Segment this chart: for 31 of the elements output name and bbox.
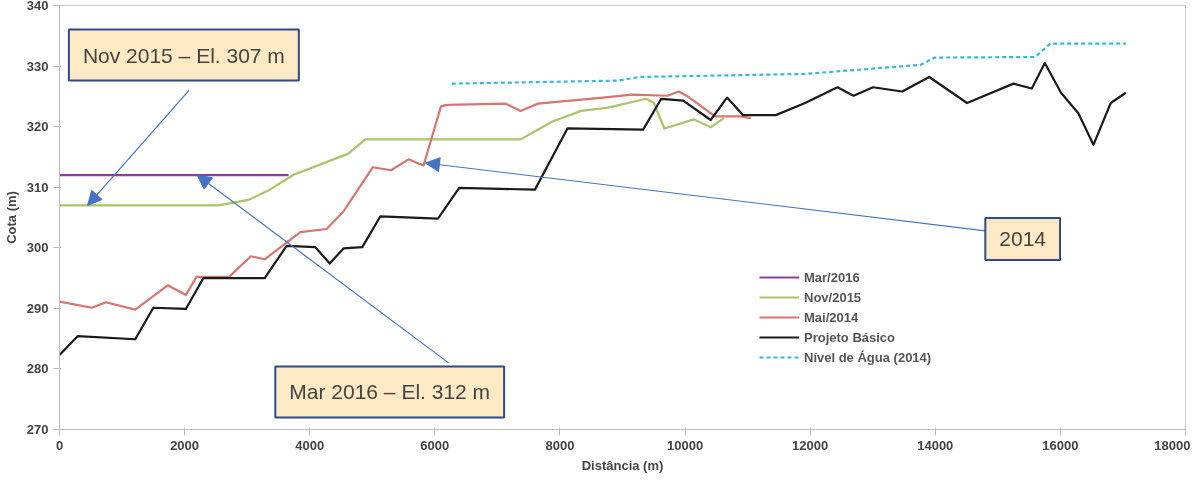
y-axis-title: Cota (m) — [3, 191, 19, 244]
x-axis-title: Distância (m) — [581, 457, 664, 473]
legend-label: Projeto Básico — [804, 329, 896, 345]
y-tick-label: 270 — [26, 422, 49, 437]
y-tick-label: 330 — [26, 58, 49, 74]
x-tick-label: 8000 — [545, 437, 575, 453]
x-tick-label: 10000 — [666, 437, 704, 453]
x-tick-label: 18000 — [1154, 437, 1191, 453]
legend-label: Mar/2016 — [804, 269, 860, 285]
x-tick-label: 2000 — [170, 437, 200, 453]
y-tick-label: 340 — [26, 0, 49, 13]
y-tick-label: 290 — [26, 300, 49, 316]
legend-label: Mai/2014 — [804, 309, 859, 325]
legend-label: Nov/2015 — [804, 289, 862, 305]
y-tick-label: 300 — [26, 240, 49, 256]
x-tick-label: 14000 — [917, 437, 954, 453]
annotation: Mar 2016 – El. 312 m — [289, 380, 491, 404]
x-tick-label: 0 — [55, 437, 64, 453]
y-tick-label: 280 — [26, 361, 49, 377]
legend-label: Nível de Água (2014) — [804, 349, 932, 365]
line-series — [450, 42, 1127, 85]
annotation: Nov 2015 – El. 307 m — [82, 43, 285, 67]
annotation: 2014 — [999, 226, 1047, 250]
y-tick-label: 310 — [26, 179, 49, 195]
x-tick-label: 12000 — [792, 437, 829, 453]
x-tick-label: 4000 — [295, 437, 325, 453]
line-series — [59, 90, 752, 311]
x-tick-label: 6000 — [420, 437, 450, 453]
y-tick-label: 320 — [26, 119, 49, 135]
x-tick-label: 16000 — [1042, 437, 1079, 453]
line-series — [59, 97, 725, 207]
